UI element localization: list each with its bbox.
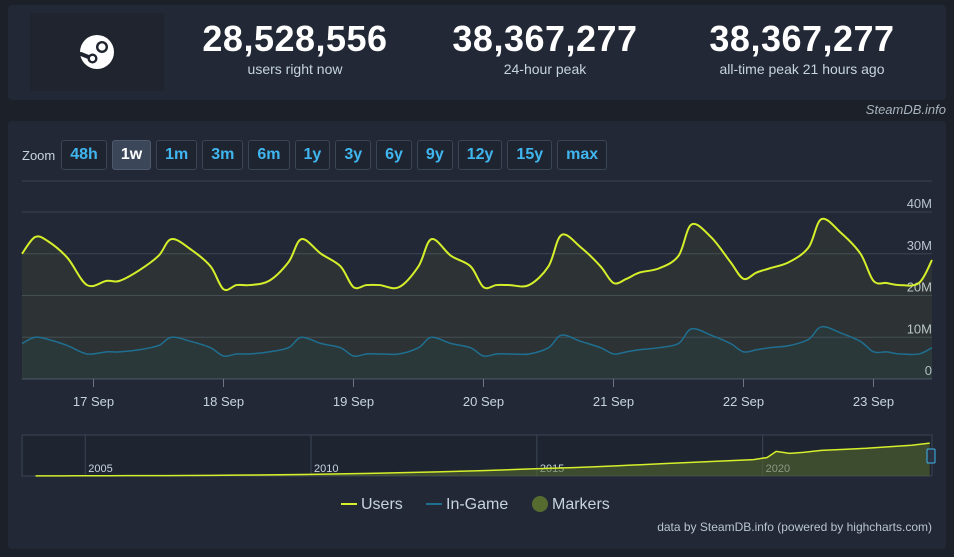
stat-value: 38,367,277 [452, 18, 638, 59]
x-tick-label: 18 Sep [203, 394, 244, 409]
stat-value: 38,367,277 [709, 18, 895, 59]
stat-label: users right now [247, 61, 343, 77]
stat-24h-peak: 38,367,277 24-hour peak [425, 18, 665, 78]
stat-users-now: 28,528,556 users right now [175, 18, 415, 78]
y-tick-label: 20M [907, 280, 932, 295]
zoom-buttons: 48h 1w 1m 3m 6m 1y 3y 6y 9y 12y 15y max [61, 140, 612, 170]
zoom-label: Zoom [22, 147, 56, 163]
x-tick-label: 19 Sep [333, 394, 374, 409]
chart-panel: Zoom 48h 1w 1m 3m 6m 1y 3y 6y 9y 12y 15y max 0 10M 20… [8, 121, 946, 549]
zoom-button-6y[interactable]: 6y [376, 140, 412, 170]
navigator-area [35, 443, 930, 476]
navigator-tick-label: 2005 [88, 463, 112, 475]
stats-bar: 28,528,556 users right now 38,367,277 24… [8, 5, 946, 100]
x-tick-label: 21 Sep [593, 394, 634, 409]
navigator-series-line [35, 442, 930, 477]
y-tick-label: 0 [925, 363, 932, 378]
zoom-button-1w[interactable]: 1w [111, 140, 152, 170]
zoom-button-3m[interactable]: 3m [202, 140, 244, 170]
y-tick-label: 10M [907, 321, 932, 336]
zoom-button-1m[interactable]: 1m [156, 140, 198, 170]
navigator-tick-label: 2010 [314, 463, 338, 475]
y-tick-label: 30M [907, 238, 932, 253]
zoom-button-max[interactable]: max [557, 140, 608, 170]
series-line-ingame[interactable] [21, 325, 933, 358]
x-tick-label: 20 Sep [463, 394, 504, 409]
series-line-users[interactable] [21, 217, 933, 292]
y-tick-label: 40M [907, 196, 932, 211]
zoom-button-15y[interactable]: 15y [507, 140, 553, 170]
legend-item-markers[interactable]: Markers [552, 496, 610, 513]
stat-value: 28,528,556 [202, 18, 388, 59]
steamdb-credit-link[interactable]: SteamDB.info [865, 102, 946, 117]
series-area-users [22, 218, 932, 379]
stat-label: all-time peak 21 hours ago [719, 61, 885, 77]
zoom-button-6m[interactable]: 6m [248, 140, 290, 170]
x-tick-label: 23 Sep [853, 394, 894, 409]
zoom-button-12y[interactable]: 12y [457, 140, 503, 170]
zoom-button-1y[interactable]: 1y [294, 140, 331, 170]
steam-logo[interactable] [30, 13, 164, 91]
legend-symbol-markers[interactable] [532, 496, 548, 512]
stat-all-time-peak: 38,367,277 all-time peak 21 hours ago [682, 18, 922, 78]
zoom-button-48h[interactable]: 48h [61, 140, 107, 170]
navigator-handle[interactable] [926, 448, 936, 464]
zoom-button-9y[interactable]: 9y [416, 140, 453, 170]
stat-label: 24-hour peak [503, 61, 587, 77]
x-tick-label: 22 Sep [723, 394, 764, 409]
steam-logo-icon [79, 35, 114, 69]
zoom-toolbar: Zoom 48h 1w 1m 3m 6m 1y 3y 6y 9y 12y 15y max [22, 140, 612, 170]
highcharts-credit-link[interactable]: data by SteamDB.info (powered by highcha… [657, 520, 932, 534]
player-count-chart[interactable]: 0 10M 20M 30M 40M 17 Sep 18 Sep 19 Sep 20 Sep 21 … [8, 121, 946, 549]
legend-item-users[interactable]: Users [361, 496, 403, 513]
legend-item-ingame[interactable]: In-Game [446, 496, 508, 513]
x-tick-label: 17 Sep [73, 394, 114, 409]
zoom-button-3y[interactable]: 3y [335, 140, 372, 170]
